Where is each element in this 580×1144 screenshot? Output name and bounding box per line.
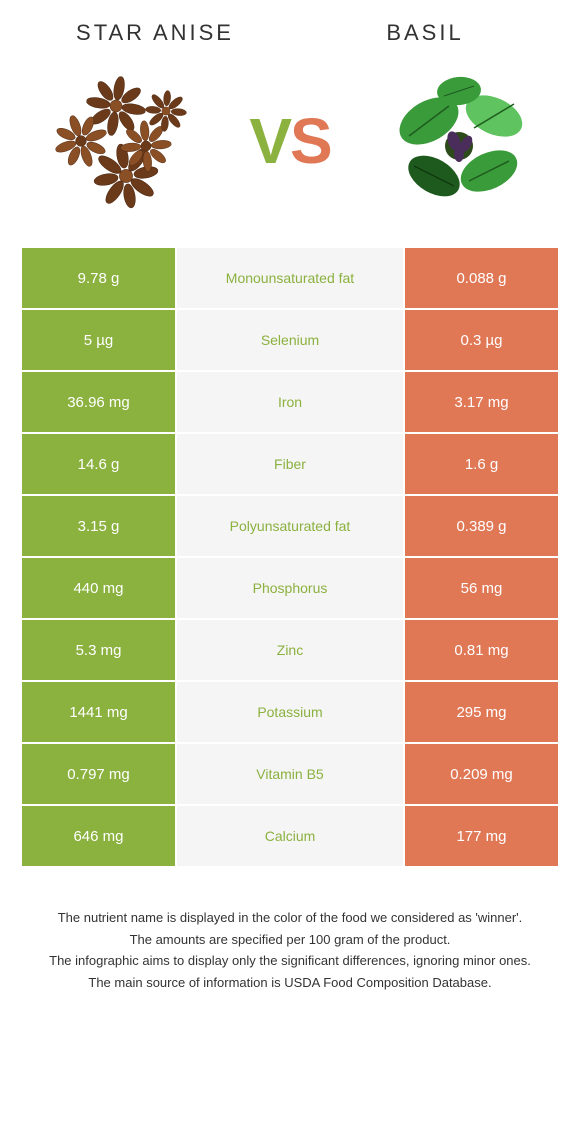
table-row: 646 mgCalcium177 mg <box>21 805 559 867</box>
table-row: 440 mgPhosphorus56 mg <box>21 557 559 619</box>
right-value: 0.088 g <box>404 247 559 309</box>
footer: The nutrient name is displayed in the co… <box>0 868 580 1014</box>
right-value: 295 mg <box>404 681 559 743</box>
table-row: 5.3 mgZinc0.81 mg <box>21 619 559 681</box>
table-row: 36.96 mgIron3.17 mg <box>21 371 559 433</box>
left-value: 646 mg <box>21 805 176 867</box>
table-row: 1441 mgPotassium295 mg <box>21 681 559 743</box>
table-row: 3.15 gPolyunsaturated fat0.389 g <box>21 495 559 557</box>
right-value: 177 mg <box>404 805 559 867</box>
table-row: 0.797 mgVitamin B50.209 mg <box>21 743 559 805</box>
right-value: 0.3 µg <box>404 309 559 371</box>
header: STAR ANISE BASIL <box>0 0 580 56</box>
left-value: 3.15 g <box>21 495 176 557</box>
right-value: 3.17 mg <box>404 371 559 433</box>
images-row: VS <box>0 56 580 246</box>
right-value: 56 mg <box>404 557 559 619</box>
right-value: 0.389 g <box>404 495 559 557</box>
footer-line-3: The infographic aims to display only the… <box>30 951 550 971</box>
left-value: 9.78 g <box>21 247 176 309</box>
nutrient-label: Selenium <box>176 309 404 371</box>
vs-s: S <box>290 105 331 177</box>
nutrient-table: 9.78 gMonounsaturated fat0.088 g5 µgSele… <box>20 246 560 868</box>
left-title: STAR ANISE <box>20 20 290 46</box>
vs-v: V <box>249 105 290 177</box>
nutrient-label: Zinc <box>176 619 404 681</box>
left-value: 1441 mg <box>21 681 176 743</box>
nutrient-label: Vitamin B5 <box>176 743 404 805</box>
nutrient-label: Iron <box>176 371 404 433</box>
right-value: 1.6 g <box>404 433 559 495</box>
nutrient-label: Phosphorus <box>176 557 404 619</box>
left-value: 440 mg <box>21 557 176 619</box>
nutrient-label: Polyunsaturated fat <box>176 495 404 557</box>
star-anise-image <box>46 66 196 216</box>
left-value: 0.797 mg <box>21 743 176 805</box>
left-value: 36.96 mg <box>21 371 176 433</box>
basil-image <box>384 66 534 216</box>
nutrient-label: Calcium <box>176 805 404 867</box>
table-row: 5 µgSelenium0.3 µg <box>21 309 559 371</box>
table-row: 9.78 gMonounsaturated fat0.088 g <box>21 247 559 309</box>
right-value: 0.209 mg <box>404 743 559 805</box>
left-value: 14.6 g <box>21 433 176 495</box>
left-value: 5 µg <box>21 309 176 371</box>
vs-label: VS <box>249 104 330 178</box>
right-value: 0.81 mg <box>404 619 559 681</box>
footer-line-2: The amounts are specified per 100 gram o… <box>30 930 550 950</box>
right-title: BASIL <box>290 20 560 46</box>
nutrient-label: Monounsaturated fat <box>176 247 404 309</box>
nutrient-label: Potassium <box>176 681 404 743</box>
footer-line-4: The main source of information is USDA F… <box>30 973 550 993</box>
footer-line-1: The nutrient name is displayed in the co… <box>30 908 550 928</box>
table-row: 14.6 gFiber1.6 g <box>21 433 559 495</box>
nutrient-label: Fiber <box>176 433 404 495</box>
left-value: 5.3 mg <box>21 619 176 681</box>
